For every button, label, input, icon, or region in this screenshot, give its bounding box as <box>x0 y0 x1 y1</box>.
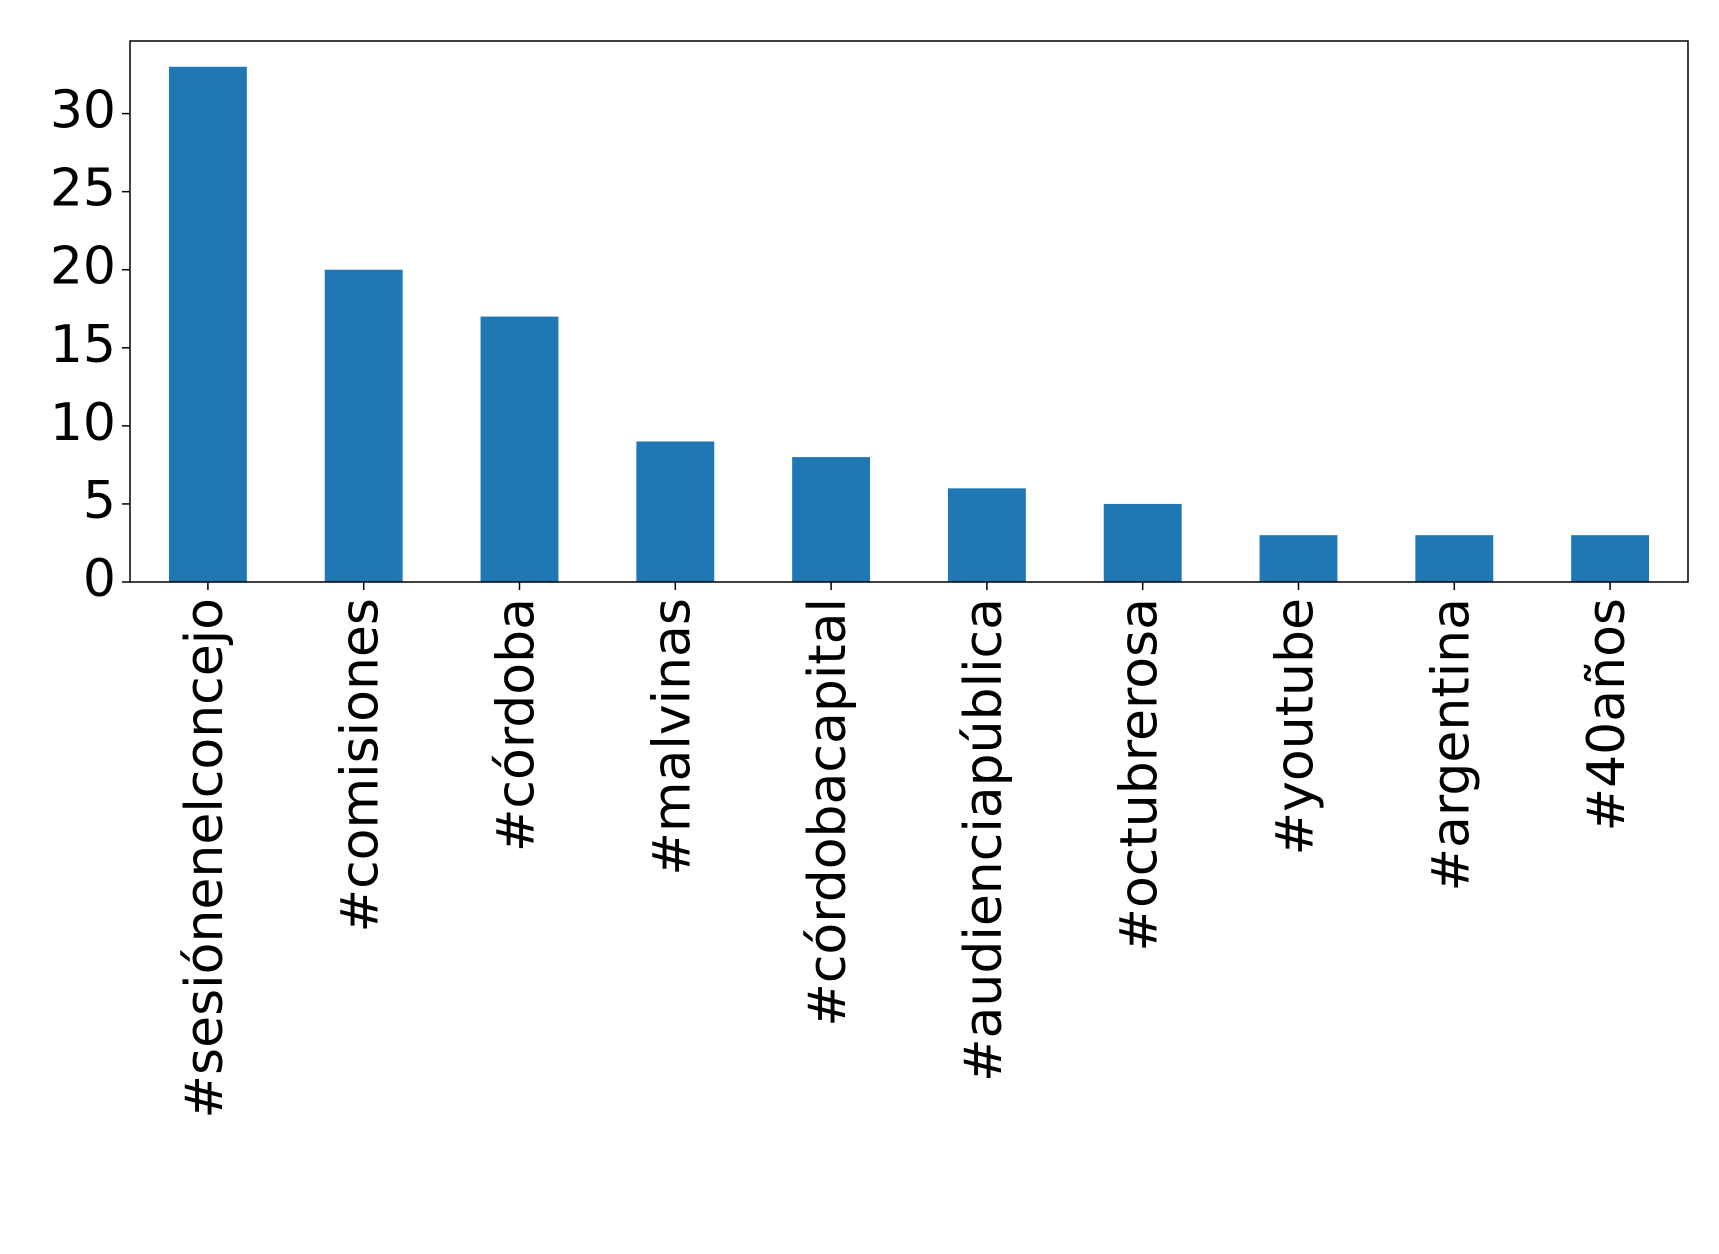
bar <box>1415 535 1494 582</box>
x-tick-label: #40años <box>1577 598 1637 831</box>
y-tick-label: 10 <box>50 393 116 453</box>
bar <box>1571 535 1650 582</box>
x-tick-label: #córdoba <box>487 598 547 852</box>
y-tick-label: 30 <box>50 81 116 141</box>
y-tick-label: 0 <box>83 549 116 609</box>
x-tick-label: #argentina <box>1421 598 1481 892</box>
bar <box>947 488 1026 582</box>
x-tick-label: #octubrerosa <box>1110 598 1170 952</box>
bar <box>324 269 403 582</box>
x-tick-label: #youtube <box>1266 598 1326 855</box>
bar <box>1259 535 1338 582</box>
bar <box>480 316 559 582</box>
x-tick-label: #malvinas <box>642 598 702 876</box>
bar <box>792 457 871 582</box>
y-tick-label: 5 <box>83 471 116 531</box>
x-tick-label: #sesiónenelconcejo <box>175 598 235 1119</box>
x-tick-label: #córdobacapital <box>798 598 858 1027</box>
bar <box>1103 503 1182 582</box>
plot-frame <box>129 40 1689 583</box>
y-tick-label: 15 <box>50 315 116 375</box>
y-tick-label: 20 <box>50 237 116 297</box>
bar <box>636 441 715 582</box>
x-tick-label: #comisiones <box>331 598 391 932</box>
bar <box>168 66 247 582</box>
y-tick-label: 25 <box>50 159 116 219</box>
x-tick-label: #audienciapública <box>954 598 1014 1082</box>
